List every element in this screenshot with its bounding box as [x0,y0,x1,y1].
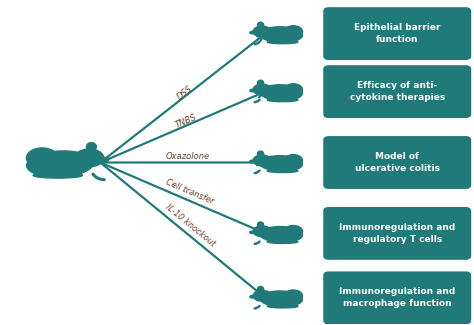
Ellipse shape [253,226,271,237]
Ellipse shape [250,31,255,34]
Ellipse shape [253,290,271,301]
Ellipse shape [253,26,271,37]
FancyBboxPatch shape [323,136,471,189]
Ellipse shape [260,227,302,242]
FancyBboxPatch shape [323,65,471,118]
FancyArrowPatch shape [255,306,260,308]
Ellipse shape [250,160,255,163]
Ellipse shape [260,85,302,100]
Ellipse shape [284,226,302,237]
Ellipse shape [260,291,302,307]
FancyBboxPatch shape [323,7,471,60]
Ellipse shape [27,148,58,168]
Ellipse shape [250,295,255,298]
Ellipse shape [257,151,264,156]
Ellipse shape [267,169,298,173]
Text: Model of
ulcerative colitis: Model of ulcerative colitis [355,152,440,173]
Text: Cell transfer: Cell transfer [164,178,215,206]
Text: IL-10 knockout: IL-10 knockout [164,202,217,248]
Ellipse shape [33,173,82,178]
Ellipse shape [257,22,264,27]
FancyArrowPatch shape [255,42,260,44]
FancyArrowPatch shape [255,241,260,244]
FancyArrowPatch shape [255,171,260,173]
Ellipse shape [27,151,93,177]
Text: Immunoregulation and
macrophage function: Immunoregulation and macrophage function [339,287,456,308]
Text: Epithelial barrier
function: Epithelial barrier function [354,23,440,44]
Text: DSS: DSS [175,84,194,102]
FancyArrowPatch shape [255,100,260,102]
Ellipse shape [267,40,298,44]
Ellipse shape [257,222,264,227]
Ellipse shape [260,27,302,43]
Text: Efficacy of anti-
cytokine therapies: Efficacy of anti- cytokine therapies [350,81,445,102]
Ellipse shape [250,231,255,234]
Ellipse shape [284,155,302,166]
Ellipse shape [253,84,271,95]
Ellipse shape [260,156,302,171]
FancyBboxPatch shape [323,271,471,324]
Ellipse shape [284,26,302,37]
Ellipse shape [86,143,96,151]
Ellipse shape [267,305,298,308]
Ellipse shape [267,240,298,243]
Ellipse shape [257,80,264,85]
Ellipse shape [101,157,109,162]
Text: TNBS: TNBS [173,113,198,130]
Ellipse shape [284,84,302,95]
Ellipse shape [74,149,104,167]
Ellipse shape [284,290,302,302]
Ellipse shape [257,286,264,292]
FancyBboxPatch shape [323,207,471,260]
Ellipse shape [253,155,271,166]
Text: Oxazolone: Oxazolone [165,152,210,161]
Text: Immunoregulation and
regulatory T cells: Immunoregulation and regulatory T cells [339,223,456,244]
Ellipse shape [250,89,255,92]
Ellipse shape [267,98,298,102]
FancyArrowPatch shape [93,174,104,180]
